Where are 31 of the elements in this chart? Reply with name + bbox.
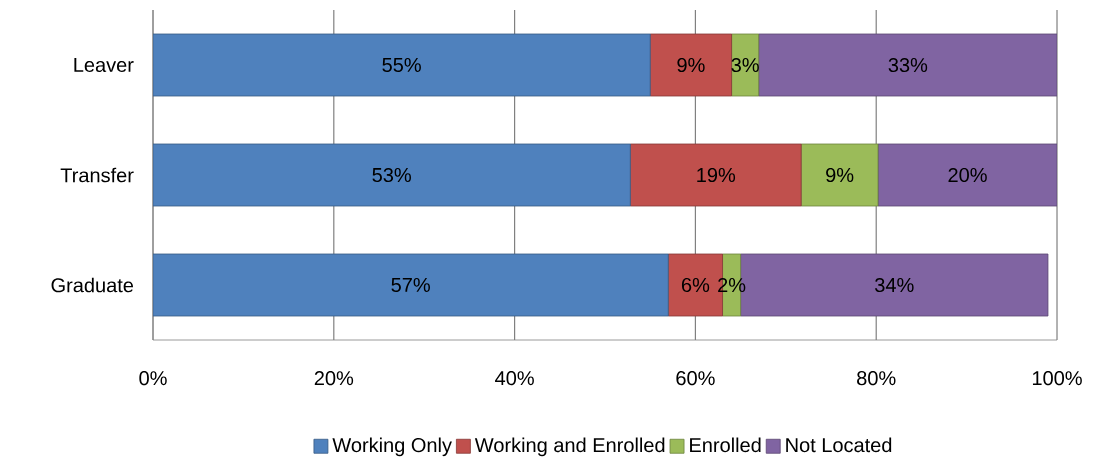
y-tick-label: Leaver — [74, 58, 134, 72]
bar — [758, 33, 1058, 97]
bar — [153, 33, 651, 97]
bar — [153, 143, 631, 207]
x-tick-label: 100% — [1032, 371, 1082, 386]
y-tick-label: Graduate — [51, 277, 134, 293]
x-tick-label: 40% — [495, 371, 534, 386]
data-label: 6% — [681, 277, 710, 293]
x-tick-label: 80% — [857, 371, 896, 386]
y-tick-label: Transfer — [60, 167, 134, 183]
legend-label: Enrolled — [690, 437, 761, 453]
data-label: 53% — [372, 167, 411, 183]
data-label: 55% — [382, 57, 421, 73]
data-label: 57% — [391, 277, 430, 293]
legend-label: Not Located — [786, 437, 892, 453]
bar — [153, 253, 669, 317]
bar — [800, 143, 879, 207]
data-label: 34% — [875, 277, 914, 293]
legend-label: Working Only — [332, 437, 452, 457]
x-tick-label: 0% — [139, 371, 167, 386]
data-label: 9% — [826, 167, 854, 183]
x-tick-label: 20% — [314, 371, 354, 386]
data-label: 19% — [697, 167, 736, 183]
bar — [877, 143, 1058, 207]
legend-label: Working and Enrolled — [474, 437, 665, 457]
data-label: 33% — [888, 57, 928, 73]
bar — [629, 143, 802, 207]
x-tick-label: 60% — [676, 371, 715, 386]
data-label: 20% — [948, 167, 987, 183]
data-label: 9% — [677, 57, 705, 73]
bar — [649, 33, 732, 97]
